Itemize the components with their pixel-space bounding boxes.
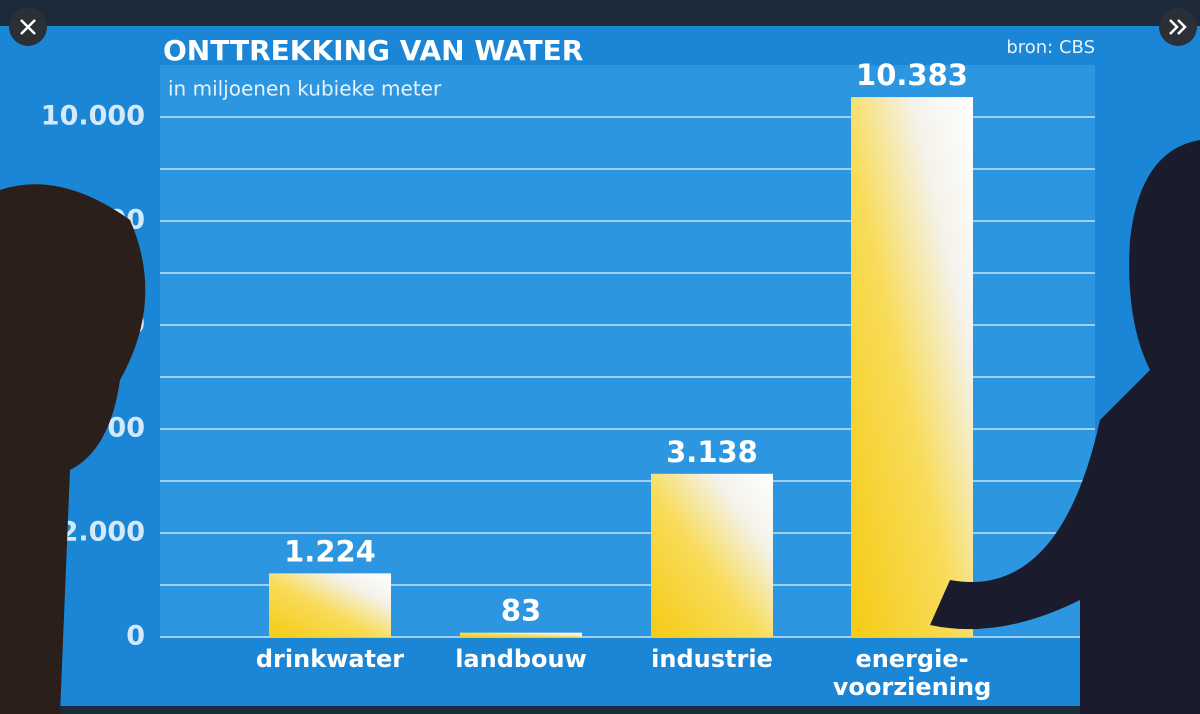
x-tick-label: energie- voorziening	[832, 645, 992, 701]
x-tick-label: drinkwater	[255, 645, 405, 673]
bottom-bar	[0, 706, 1200, 714]
expand-icon	[1169, 19, 1187, 35]
chart-title: ONTTREKKING VAN WATER	[163, 34, 583, 67]
bar	[269, 573, 391, 637]
bar	[651, 473, 773, 637]
y-tick-label: 2.000	[60, 517, 145, 548]
top-bar	[0, 0, 1200, 26]
y-tick-label: 10.000	[41, 101, 145, 132]
chart-subtitle: in miljoenen kubieke meter	[168, 77, 442, 101]
x-tick-label: landbouw	[455, 645, 587, 673]
bar	[460, 632, 582, 637]
presenter-right	[930, 140, 1200, 714]
y-tick-label: 0	[126, 621, 145, 652]
bar	[851, 97, 973, 638]
presenter-left	[0, 184, 146, 714]
value-label: 10.383	[856, 58, 968, 92]
source: bron: CBS	[1006, 37, 1095, 58]
x-tick-label: industrie	[651, 645, 773, 673]
value-label: 3.138	[666, 435, 758, 469]
value-label: 83	[501, 594, 541, 628]
close-icon	[20, 19, 36, 35]
value-label: 1.224	[284, 534, 376, 568]
